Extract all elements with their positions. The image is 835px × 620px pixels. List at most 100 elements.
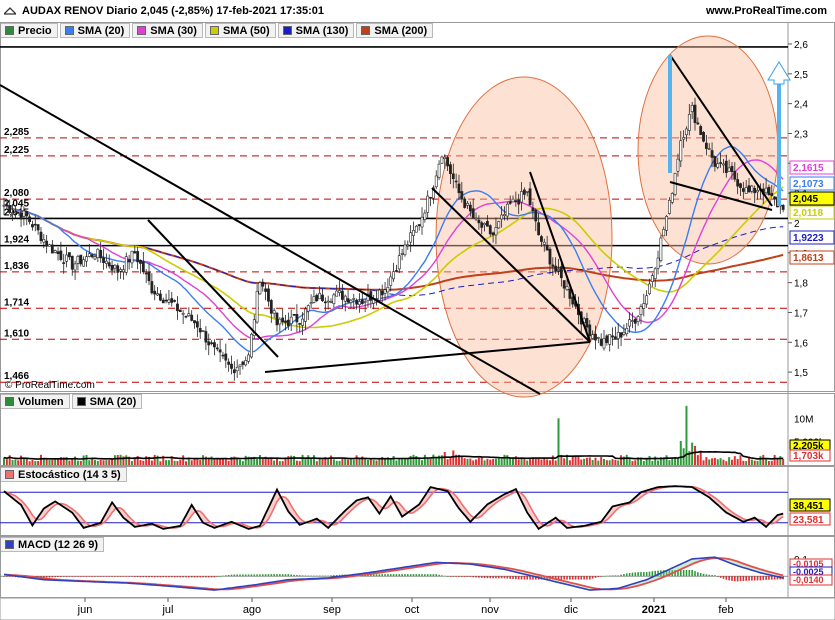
site-link[interactable]: www.ProRealTime.com <box>705 5 827 17</box>
candle-body <box>79 254 83 265</box>
candle-body <box>304 308 307 322</box>
candle-body <box>136 251 140 263</box>
volume-bar <box>301 454 304 465</box>
candle-body <box>167 299 171 303</box>
legend-sma-20[interactable]: SMA (20) <box>71 394 143 409</box>
volume-bar <box>699 450 702 465</box>
highlight-ellipse <box>637 35 779 265</box>
macd-histogram-bar <box>478 576 480 578</box>
candle-body <box>704 142 708 149</box>
stochastic-k-line <box>3 485 784 531</box>
volume-bar <box>31 460 34 465</box>
macd-histogram-bar <box>455 576 457 577</box>
macd-histogram-bar <box>162 576 165 578</box>
candle-body <box>107 262 111 267</box>
candle-body <box>741 188 745 192</box>
legend-sma-130[interactable]: SMA (130) <box>277 23 355 38</box>
candle-body <box>31 224 34 228</box>
value-badge-text: 23,581 <box>793 515 824 526</box>
candle-body <box>73 263 77 271</box>
volume-bar <box>99 459 102 465</box>
value-badge-text: -0,0140 <box>793 575 824 585</box>
volume-bar <box>184 461 187 465</box>
volume-bar <box>705 457 708 465</box>
legend-sma-30[interactable]: SMA (30) <box>132 23 203 38</box>
macd-histogram-bar <box>48 576 51 578</box>
candle-body <box>312 296 316 303</box>
macd-histogram-bar <box>273 574 275 577</box>
legend-sma-200[interactable]: SMA (200) <box>356 23 434 38</box>
macd-fill <box>4 557 784 591</box>
trend-line <box>264 341 591 373</box>
candle-body <box>429 197 432 199</box>
candle-body <box>477 219 481 224</box>
volume-bar <box>730 459 733 465</box>
macd-histogram-bar <box>603 576 605 577</box>
macd-histogram-bar <box>401 574 403 577</box>
macd-histogram-bar <box>472 576 474 578</box>
volume-bar <box>517 459 520 465</box>
candle-body <box>588 324 592 337</box>
volume-bar <box>187 457 190 465</box>
macd-histogram-bar <box>318 575 321 577</box>
volume-bar <box>463 458 466 465</box>
candle-body <box>562 280 566 289</box>
candle-body <box>198 328 202 333</box>
volume-bar <box>93 460 96 465</box>
legend-volumen[interactable]: Volumen <box>0 394 70 409</box>
volume-bar <box>716 459 719 465</box>
macd-histogram-bar <box>711 575 713 577</box>
macd-histogram-bar <box>279 574 281 577</box>
candle-body <box>685 128 688 136</box>
volume-bar <box>284 458 287 465</box>
volume-bar <box>605 460 608 465</box>
legend-macd-12-26-9[interactable]: MACD (12 26 9) <box>0 537 105 552</box>
candle-body <box>258 282 262 295</box>
candle-body <box>318 292 322 300</box>
candle-body <box>210 342 213 344</box>
macd-histogram-bar <box>242 574 244 577</box>
volume-bar <box>645 457 648 465</box>
macd-histogram-bar <box>301 575 304 577</box>
candle-body <box>545 244 549 251</box>
volume-bar <box>540 459 543 465</box>
legend-sma-20[interactable]: SMA (20) <box>59 23 131 38</box>
volume-bar <box>628 457 631 465</box>
volume-bar <box>753 460 756 465</box>
macd-histogram-bar <box>418 574 420 577</box>
value-badge <box>789 449 831 462</box>
volume-bar <box>694 445 697 465</box>
volume-bar <box>631 461 634 465</box>
volume-bar <box>156 455 159 465</box>
volume-bar <box>372 460 375 465</box>
candle-body <box>53 250 57 253</box>
legend-precio[interactable]: Precio <box>0 23 58 38</box>
volume-bar <box>34 461 37 465</box>
legend-swatch-icon <box>282 26 292 35</box>
macd-histogram-bar <box>463 576 466 577</box>
volume-bar <box>674 457 677 465</box>
expand-icon[interactable] <box>4 7 16 15</box>
macd-histogram-bar <box>190 576 193 578</box>
value-badge <box>789 230 835 245</box>
macd-histogram-bar <box>122 576 125 577</box>
legend-estoc-stico-14-3-5[interactable]: Estocástico (14 3 5) <box>0 467 127 482</box>
candle-body <box>289 316 293 324</box>
candle-body <box>306 305 310 312</box>
candle-body <box>420 216 424 228</box>
legend-sma-50[interactable]: SMA (50) <box>204 23 276 38</box>
candle-body <box>557 269 560 271</box>
candle-body <box>133 251 137 254</box>
month-label: jun <box>77 604 93 616</box>
candle-body <box>156 293 159 296</box>
candle-body <box>483 223 486 226</box>
candle-body <box>56 251 60 254</box>
macd-histogram-bar <box>250 574 253 577</box>
candle-body <box>665 216 668 231</box>
macd-histogram-bar <box>247 574 250 577</box>
price-legend: Precio SMA (20) SMA (30) SMA (50) SMA (130) S… <box>0 23 434 38</box>
macd-histogram-bar <box>125 576 128 577</box>
candle-body <box>548 248 552 265</box>
candle-body <box>559 266 563 279</box>
